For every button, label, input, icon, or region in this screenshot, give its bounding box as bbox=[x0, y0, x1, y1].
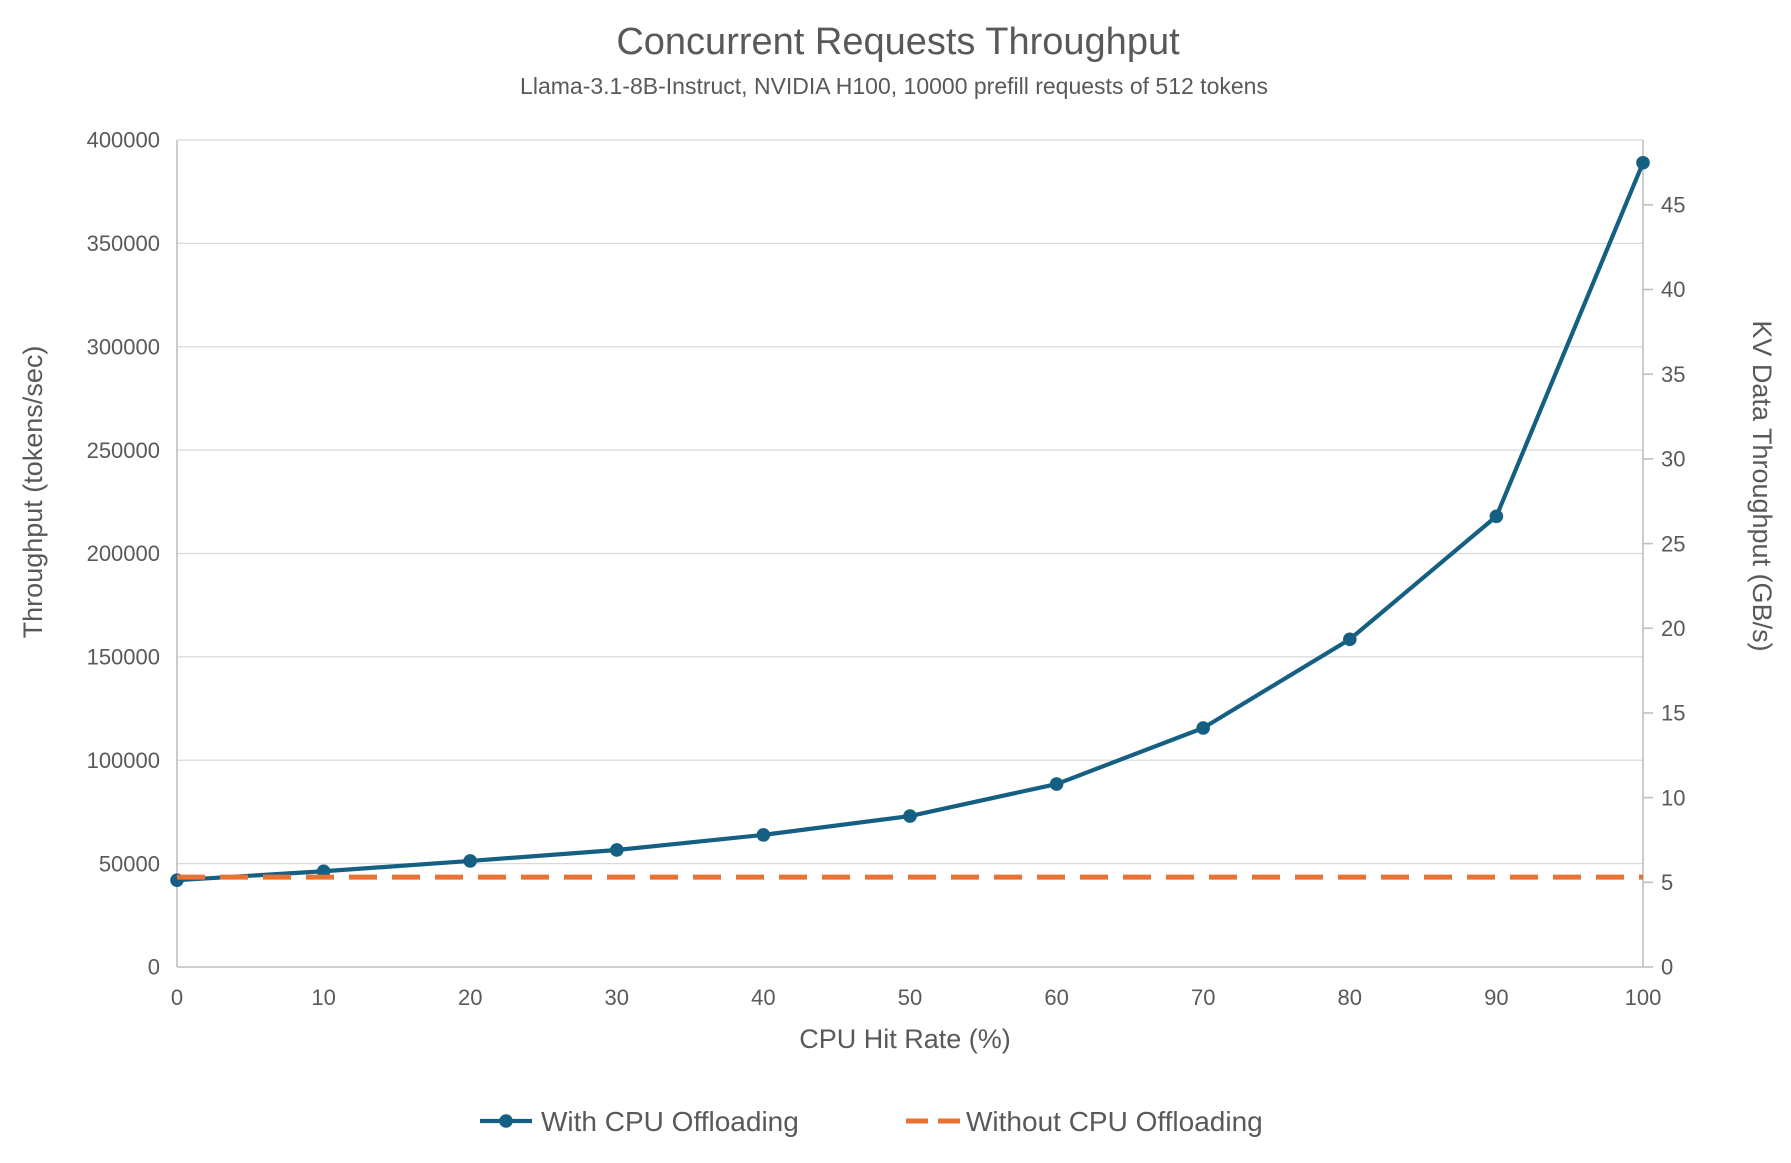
right-axis-tick-label: 25 bbox=[1661, 531, 1685, 556]
x-axis-tick-label: 80 bbox=[1338, 985, 1362, 1010]
legend-swatch-marker bbox=[499, 1114, 513, 1128]
data-point-marker bbox=[1489, 509, 1504, 524]
data-point-marker bbox=[610, 843, 624, 857]
right-axis-tick-label: 0 bbox=[1661, 955, 1673, 980]
x-axis-tick-label: 40 bbox=[751, 985, 775, 1010]
right-axis-tick-label: 30 bbox=[1661, 447, 1685, 472]
legend-label: Without CPU Offloading bbox=[966, 1106, 1263, 1137]
data-point-marker bbox=[1343, 632, 1357, 647]
data-point-marker bbox=[903, 809, 917, 823]
data-point-marker bbox=[1196, 721, 1210, 735]
x-axis-tick-label: 10 bbox=[311, 985, 335, 1010]
right-axis-title: KV Data Throughput (GB/s) bbox=[1747, 320, 1777, 651]
right-axis-tick-label: 10 bbox=[1661, 785, 1685, 810]
right-axis-tick-label: 45 bbox=[1661, 193, 1685, 218]
x-axis-tick-label: 60 bbox=[1044, 985, 1068, 1010]
plot-area: 0500001000001500002000002500003000003500… bbox=[87, 128, 1686, 1137]
chart-title: Concurrent Requests Throughput bbox=[616, 21, 1180, 63]
x-axis-tick-label: 0 bbox=[171, 985, 183, 1010]
x-axis-tick-label: 20 bbox=[458, 985, 482, 1010]
series-line-with-cpu-offloading bbox=[176, 161, 1645, 883]
left-axis-tick-label: 200000 bbox=[87, 541, 160, 566]
data-point-marker bbox=[1636, 155, 1650, 170]
left-axis-tick-label: 250000 bbox=[87, 438, 160, 463]
x-axis-tick-label: 90 bbox=[1484, 985, 1508, 1010]
x-axis-tick-label: 30 bbox=[605, 985, 629, 1010]
left-axis-tick-label: 400000 bbox=[87, 128, 160, 153]
left-axis-title: Throughput (tokens/sec) bbox=[18, 346, 48, 639]
left-axis-tick-label: 150000 bbox=[87, 645, 160, 670]
x-axis-tick-label: 100 bbox=[1625, 985, 1662, 1010]
left-axis-tick-label: 0 bbox=[148, 955, 160, 980]
left-axis-tick-label: 50000 bbox=[99, 851, 160, 876]
legend-label: With CPU Offloading bbox=[541, 1106, 799, 1137]
right-axis-tick-label: 5 bbox=[1661, 870, 1673, 895]
left-axis-tick-label: 300000 bbox=[87, 334, 160, 359]
x-axis-title: CPU Hit Rate (%) bbox=[799, 1024, 1011, 1054]
right-axis-tick-label: 20 bbox=[1661, 616, 1685, 641]
right-axis-tick-label: 35 bbox=[1661, 362, 1685, 387]
x-axis-tick-label: 70 bbox=[1191, 985, 1215, 1010]
x-axis-tick-label: 50 bbox=[898, 985, 922, 1010]
left-axis-tick-label: 350000 bbox=[87, 231, 160, 256]
legend-item: Without CPU Offloading bbox=[906, 1106, 1263, 1137]
left-axis-tick-label: 100000 bbox=[87, 748, 160, 773]
data-point-marker bbox=[463, 854, 478, 868]
data-point-marker bbox=[1049, 777, 1064, 791]
chart-subtitle: Llama-3.1-8B-Instruct, NVIDIA H100, 1000… bbox=[520, 73, 1268, 99]
right-axis-tick-label: 40 bbox=[1661, 277, 1685, 302]
legend-item: With CPU Offloading bbox=[480, 1106, 799, 1137]
data-point-marker bbox=[756, 828, 771, 842]
right-axis-tick-label: 15 bbox=[1661, 701, 1685, 726]
